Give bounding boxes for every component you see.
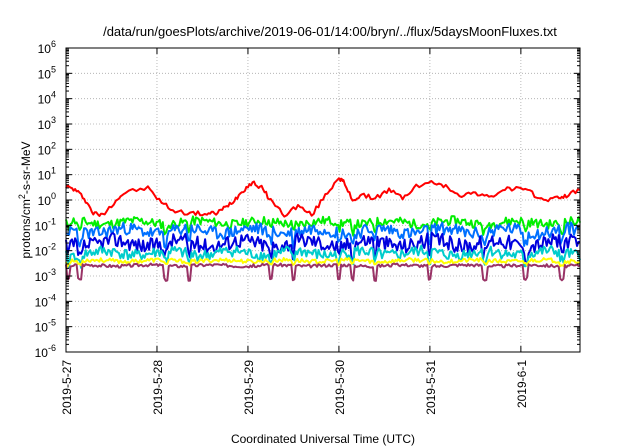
y-tick-base: 10 [35, 346, 49, 360]
y-tick-exponent: -3 [48, 267, 56, 277]
y-tick-label: 10-3 [35, 267, 56, 284]
y-tick-label: 10-5 [35, 318, 56, 335]
y-tick-label: 104 [38, 90, 56, 107]
y-tick-exponent: -6 [48, 343, 56, 353]
series-line-blue [65, 231, 581, 265]
y-tick-exponent: 0 [51, 191, 56, 201]
y-tick-label: 101 [38, 166, 56, 183]
y-tick-exponent: 4 [51, 90, 56, 100]
x-tick-label: 2019-5-27 [60, 360, 74, 415]
y-tick-label: 10-2 [35, 242, 56, 259]
y-tick-base: 10 [35, 270, 49, 284]
y-tick-exponent: 1 [51, 166, 56, 176]
y-tick-base: 10 [35, 219, 49, 233]
chart-title: /data/run/goesPlots/archive/2019-06-01/1… [103, 24, 557, 39]
x-ticks: 2019-5-27 2019-5-28 2019-5-29 2019-5-30 2019… [60, 48, 529, 415]
y-tick-base: 10 [38, 143, 52, 157]
y-axis-label-main: protons/cm [19, 199, 33, 258]
y-tick-exponent: -2 [48, 242, 56, 252]
y-tick-label: 102 [38, 140, 56, 157]
y-tick-base: 10 [35, 245, 49, 259]
y-tick-exponent: 6 [51, 39, 56, 49]
y-tick-base: 10 [35, 321, 49, 335]
y-tick-base: 10 [38, 67, 52, 81]
y-tick-exponent: -5 [48, 318, 56, 328]
y-tick-label: 10-6 [35, 343, 56, 360]
y-axis-label-sup: 2 [17, 194, 27, 199]
y-tick-exponent: -1 [48, 216, 56, 226]
y-tick-base: 10 [38, 42, 52, 56]
x-tick-label: 2019-6-1 [515, 360, 529, 408]
series-line-green [65, 215, 581, 237]
x-tick-label: 2019-5-28 [151, 360, 165, 415]
y-tick-exponent: -4 [48, 292, 56, 302]
y-ticks: 10-610-510-410-310-210-11001011021031041… [35, 39, 580, 360]
y-tick-exponent: 3 [51, 115, 56, 125]
y-tick-base: 10 [38, 118, 52, 132]
x-tick-label: 2019-5-31 [424, 360, 438, 415]
series-line-lightblue [65, 221, 581, 250]
series-line-cyan [65, 244, 581, 269]
series-line-yellow [65, 257, 581, 268]
y-tick-base: 10 [38, 194, 52, 208]
series-lines [65, 177, 581, 282]
y-tick-label: 105 [38, 64, 56, 81]
x-tick-label: 2019-5-29 [242, 360, 256, 415]
x-tick-label: 2019-5-30 [333, 360, 347, 415]
y-axis-label-rest: -s-sr-MeV [19, 141, 33, 194]
x-axis-label: Coordinated Universal Time (UTC) [231, 432, 415, 446]
series-line-red [65, 177, 581, 218]
y-tick-base: 10 [35, 295, 49, 309]
y-tick-label: 100 [38, 191, 56, 208]
y-tick-label: 10-1 [35, 216, 56, 233]
y-tick-base: 10 [38, 169, 52, 183]
y-tick-base: 10 [38, 93, 52, 107]
y-tick-exponent: 2 [51, 140, 56, 150]
y-tick-label: 10-4 [35, 292, 56, 309]
y-tick-label: 103 [38, 115, 56, 132]
y-axis-label: protons/cm2-s-sr-MeV [17, 141, 33, 258]
y-tick-label: 106 [38, 39, 56, 56]
y-tick-exponent: 5 [51, 64, 56, 74]
series-line-purple [65, 262, 581, 282]
